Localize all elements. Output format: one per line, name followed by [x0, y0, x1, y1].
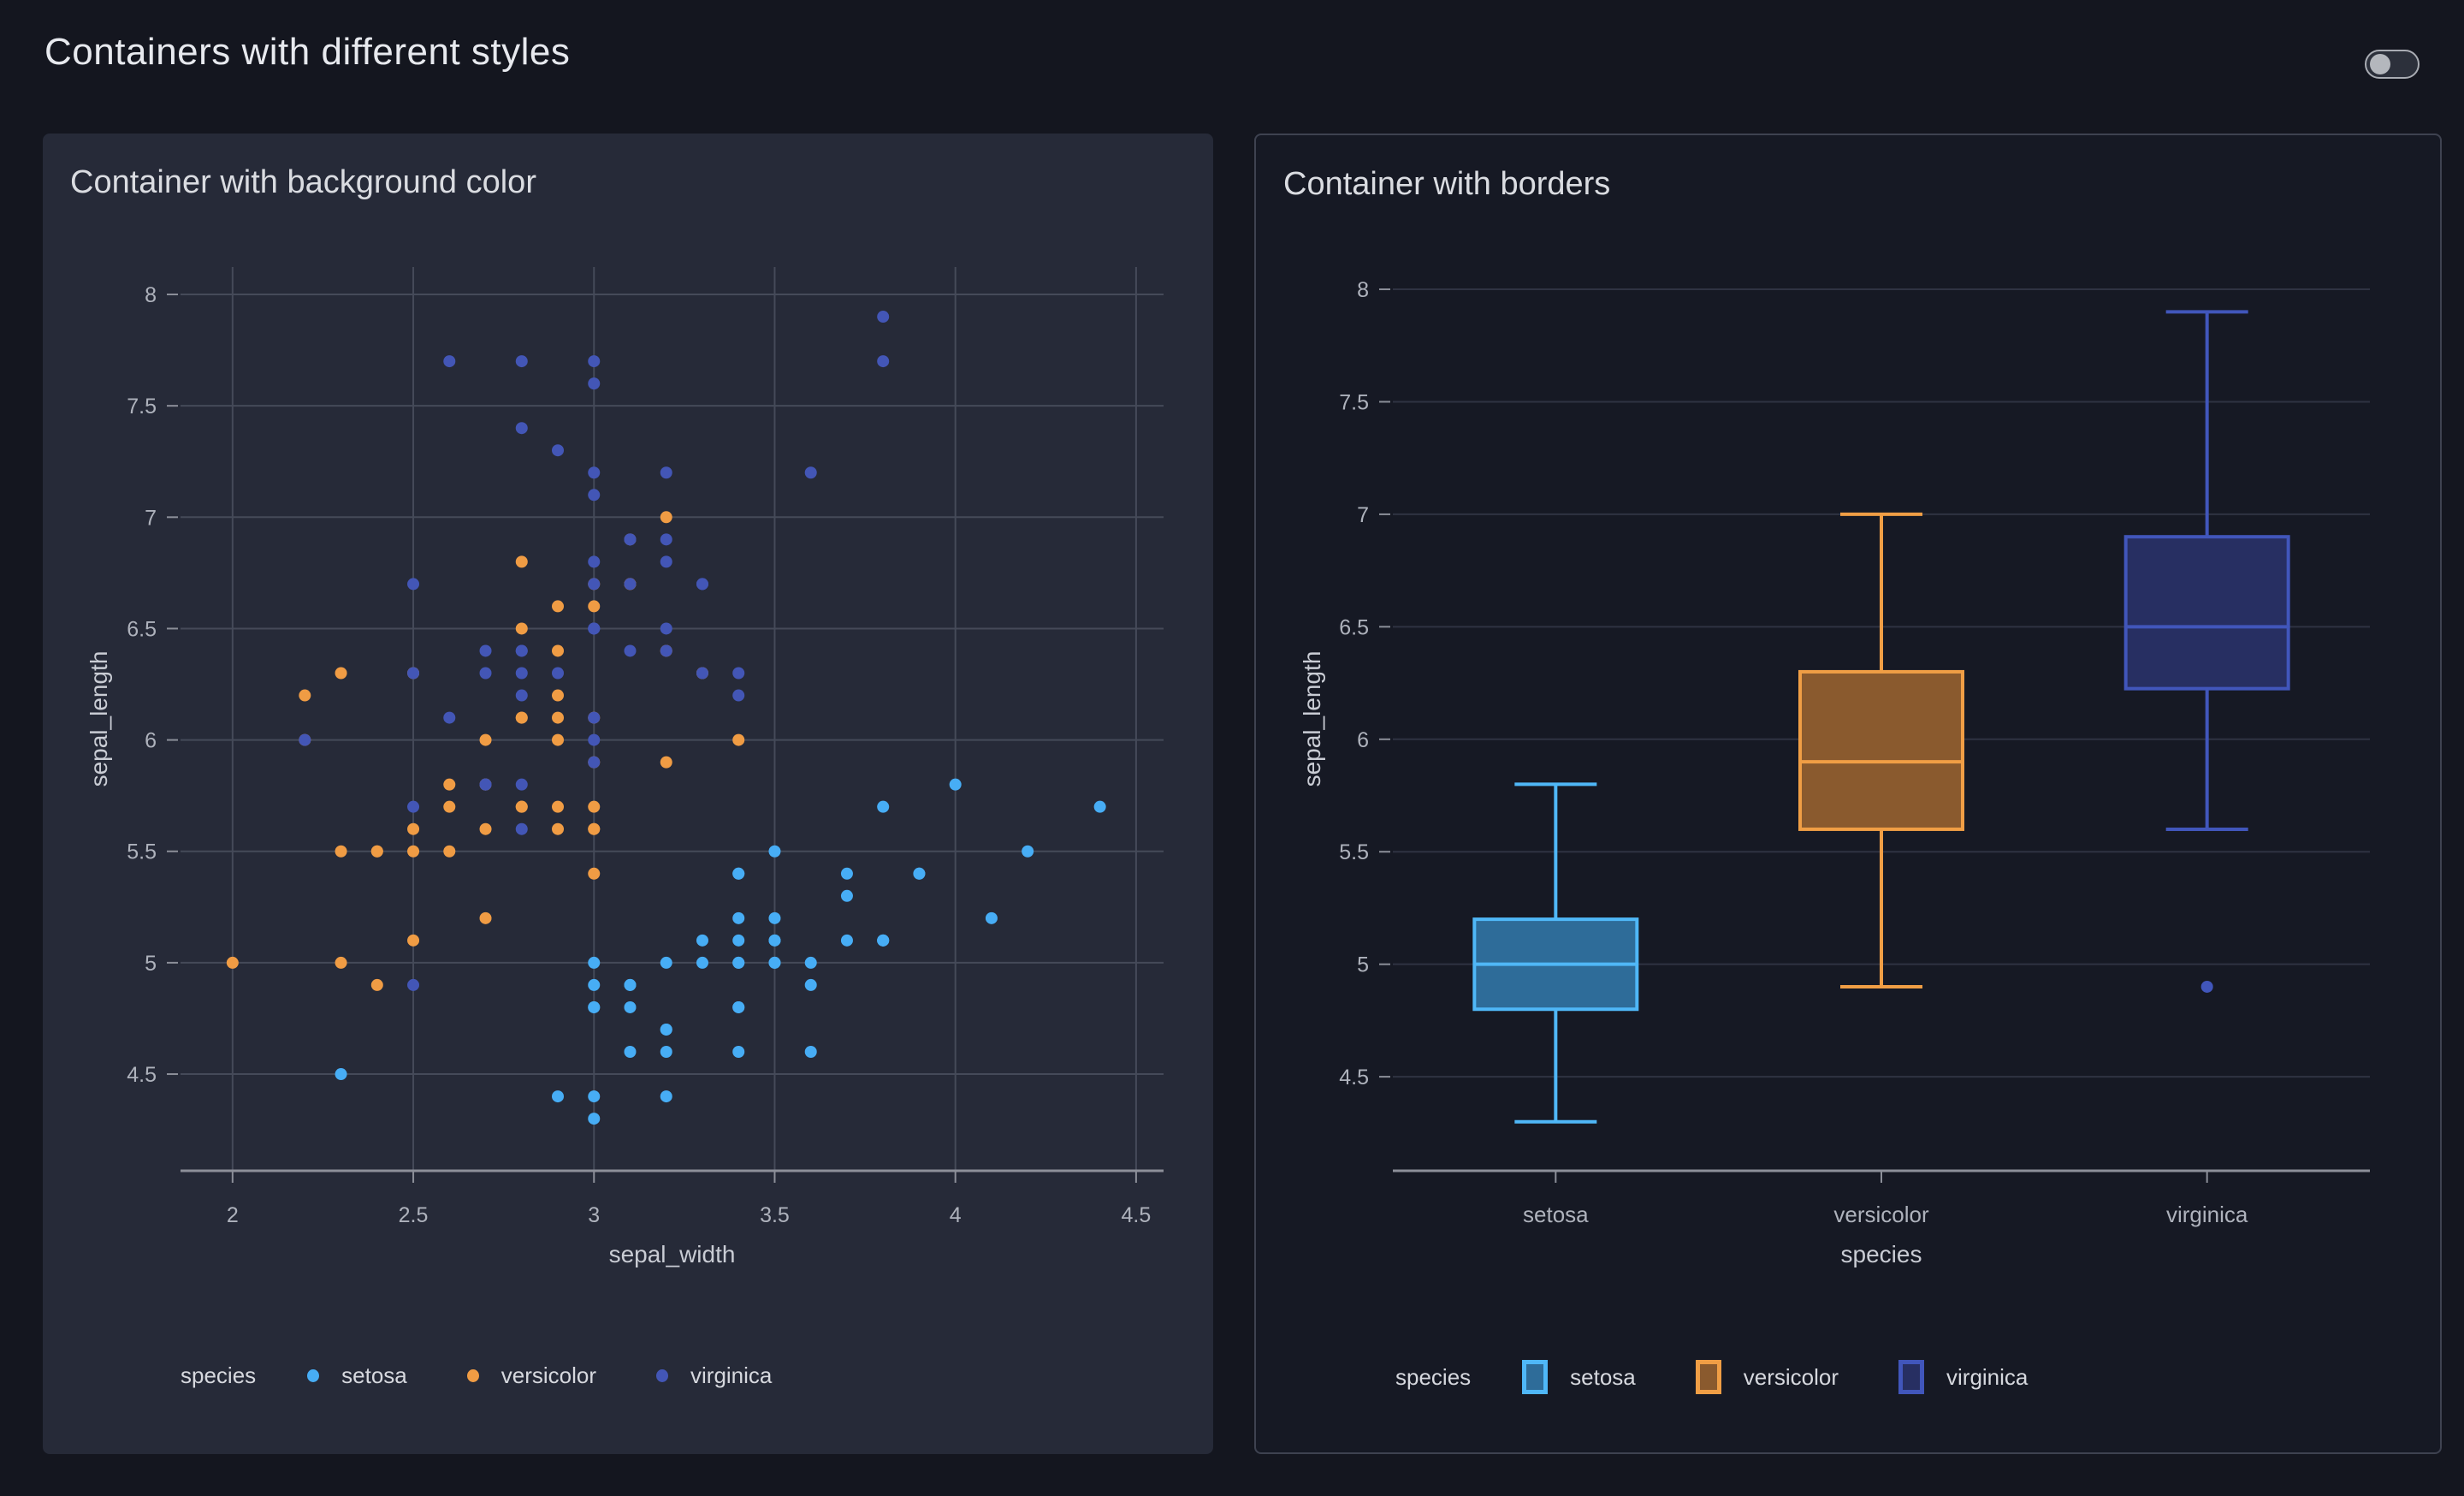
svg-text:5.5: 5.5: [1339, 840, 1369, 864]
setosa-dot-icon: [307, 1368, 320, 1382]
svg-text:4.5: 4.5: [1339, 1066, 1369, 1089]
svg-text:sepal_length: sepal_length: [1299, 651, 1325, 787]
page-title: Containers with different styles: [44, 31, 571, 73]
svg-text:virginica: virginica: [2166, 1202, 2248, 1227]
toggle-knob-icon: [2370, 54, 2390, 74]
svg-text:6.5: 6.5: [127, 617, 157, 641]
box-plot[interactable]: 4.5 5 5.5 6 6.5 7 7.5 8 species sepal_lengthsetos…: [1256, 135, 2440, 1452]
legend-title: species: [1395, 1363, 1472, 1390]
virginica-dot-icon: [656, 1368, 669, 1382]
legend-item-virginica[interactable]: virginica: [1898, 1360, 2028, 1394]
svg-text:4.5: 4.5: [1122, 1203, 1152, 1227]
card-borders: Container with borders 4.5 5 5.5 6 6.5 7 7.5 8 s…: [1254, 134, 2442, 1454]
svg-text:7.5: 7.5: [1339, 390, 1369, 414]
card-background-color: Container with background color 4.5 5 5.5 6…: [43, 134, 1213, 1454]
legend-item-versicolor[interactable]: versicolor: [1695, 1360, 1839, 1394]
legend-label: versicolor: [1743, 1363, 1839, 1390]
legend-title: species: [181, 1362, 257, 1388]
svg-text:3.5: 3.5: [760, 1203, 790, 1227]
legend-item-setosa[interactable]: setosa: [1522, 1360, 1636, 1394]
svg-text:7: 7: [1357, 503, 1369, 527]
legend-label: versicolor: [500, 1362, 597, 1388]
svg-text:5: 5: [145, 952, 157, 976]
legend-item-virginica[interactable]: virginica: [656, 1362, 772, 1389]
svg-text:2.5: 2.5: [399, 1203, 429, 1227]
scatter-legend: species setosa versicolor virginica: [181, 1352, 832, 1398]
svg-text:6.5: 6.5: [1339, 615, 1369, 639]
legend-label: virginica: [1946, 1363, 2029, 1390]
svg-text:2: 2: [227, 1203, 239, 1227]
legend-label: setosa: [1570, 1363, 1636, 1390]
box-legend: species setosa versicolor virginica: [1395, 1354, 2088, 1400]
versicolor-dot-icon: [466, 1368, 479, 1382]
svg-text:7.5: 7.5: [127, 395, 157, 419]
svg-text:5.5: 5.5: [127, 840, 157, 864]
legend-item-versicolor[interactable]: versicolor: [466, 1362, 597, 1389]
svg-text:sepal_length: sepal_length: [86, 651, 112, 787]
card1-title: Container with background color: [70, 164, 536, 200]
legend-label: setosa: [341, 1362, 407, 1388]
svg-text:3: 3: [588, 1203, 600, 1227]
svg-text:4.5: 4.5: [127, 1063, 157, 1087]
legend-label: virginica: [690, 1362, 773, 1388]
theme-toggle[interactable]: [2365, 50, 2420, 79]
svg-text:6: 6: [145, 729, 157, 753]
svg-text:8: 8: [145, 283, 157, 307]
svg-text:8: 8: [1357, 278, 1369, 302]
svg-text:7: 7: [145, 506, 157, 530]
svg-text:versicolor: versicolor: [1833, 1202, 1929, 1227]
svg-text:5: 5: [1357, 953, 1369, 977]
svg-text:setosa: setosa: [1523, 1202, 1589, 1227]
versicolor-box-icon: [1695, 1360, 1721, 1394]
svg-text:sepal_width: sepal_width: [609, 1241, 736, 1267]
svg-text:4: 4: [950, 1203, 962, 1227]
svg-text:species: species: [1841, 1241, 1922, 1267]
setosa-box-icon: [1522, 1360, 1549, 1394]
svg-text:6: 6: [1357, 728, 1369, 752]
virginica-box-icon: [1898, 1360, 1925, 1394]
card2-title: Container with borders: [1283, 166, 1611, 202]
legend-item-setosa[interactable]: setosa: [307, 1362, 407, 1389]
scatter-plot[interactable]: 4.5 5 5.5 6 6.5 7 7.5 8 sepal_width sepal_length 2…: [43, 134, 1213, 1454]
